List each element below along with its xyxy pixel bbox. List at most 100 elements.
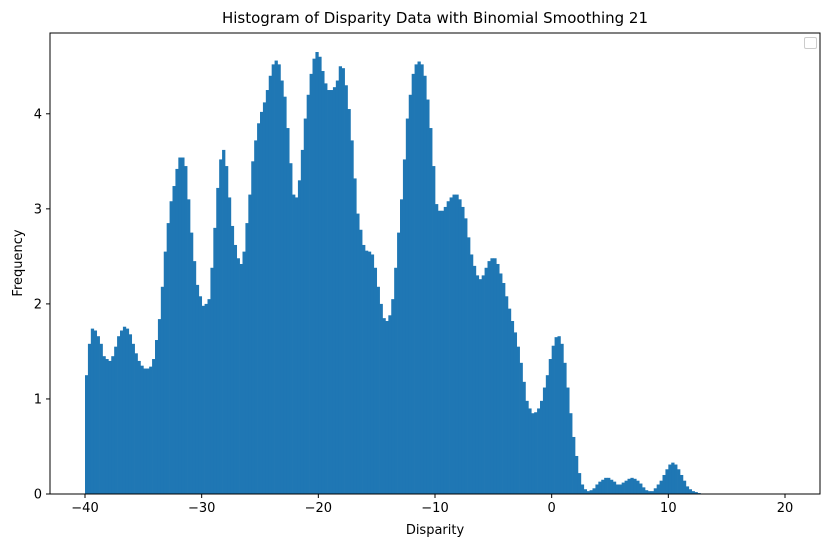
histogram-bar	[487, 261, 491, 494]
histogram-bar	[353, 178, 357, 494]
histogram-bar	[516, 346, 520, 494]
histogram-bar	[108, 360, 112, 494]
histogram-bar	[225, 166, 229, 494]
histogram-bar	[172, 186, 176, 494]
histogram-bar	[257, 123, 261, 495]
histogram-bar	[292, 194, 296, 494]
histogram-bar	[131, 343, 135, 494]
histogram-bar	[685, 486, 690, 494]
histogram-bar	[437, 210, 442, 494]
histogram-bar	[688, 489, 693, 494]
histogram-bar	[190, 232, 194, 495]
histogram-bar	[222, 149, 226, 494]
histogram-bar	[461, 206, 465, 494]
histogram-bar	[332, 87, 337, 495]
histogram-bar	[350, 140, 354, 494]
histogram-bar	[230, 225, 235, 494]
histogram-bar	[490, 258, 494, 494]
histogram-bar	[394, 267, 398, 494]
histogram-bar	[388, 315, 392, 494]
y-tick-label: 4	[34, 107, 42, 122]
histogram-bar	[645, 490, 649, 494]
histogram-bar	[251, 161, 255, 494]
histogram-bar	[96, 336, 100, 494]
histogram-bar	[274, 60, 278, 495]
histogram-bar	[335, 80, 340, 494]
histogram-bar	[187, 199, 191, 494]
y-tick-label: 2	[34, 297, 42, 312]
x-tick-label: −40	[71, 501, 98, 516]
histogram-bar	[85, 375, 89, 494]
histogram-bar	[507, 308, 512, 494]
histogram-bar	[505, 296, 509, 494]
histogram-bar	[324, 83, 328, 494]
histogram-bar	[560, 343, 564, 494]
histogram-bar	[306, 94, 310, 494]
histogram-bar	[545, 375, 550, 494]
histogram-bar	[475, 275, 480, 494]
histogram-bar	[540, 400, 544, 494]
histogram-bar	[300, 149, 305, 494]
histogram-bar	[271, 64, 275, 495]
histogram-bar	[227, 197, 232, 494]
x-axis-label: Disparity	[406, 523, 465, 538]
histogram-bar	[341, 68, 345, 495]
histogram-bar	[472, 265, 477, 494]
histogram-bar	[128, 334, 133, 494]
x-tick-label: −10	[421, 501, 448, 516]
histogram-bar	[169, 201, 173, 495]
histogram-bar	[347, 109, 351, 494]
histogram-bar	[309, 73, 313, 495]
histogram-bar	[598, 481, 602, 494]
histogram-bar	[481, 275, 485, 494]
x-tick-label: −30	[188, 501, 215, 516]
histogram-bar	[589, 490, 593, 494]
histogram-bar	[417, 61, 421, 495]
histogram-bar	[219, 159, 223, 495]
histogram-bar	[636, 480, 640, 494]
histogram-bar	[111, 356, 115, 494]
histogram-bar	[163, 251, 168, 494]
histogram-bar	[458, 199, 462, 494]
histogram-bar	[414, 64, 418, 495]
histogram-bar	[694, 492, 698, 494]
histogram-bar	[330, 90, 334, 494]
histogram-bar	[143, 368, 147, 494]
histogram-bar	[662, 474, 666, 494]
histogram-bar	[467, 237, 471, 495]
histogram-bar	[93, 330, 98, 494]
histogram-bar	[592, 488, 596, 494]
histogram-bar	[195, 284, 200, 494]
histogram-bar	[650, 491, 655, 494]
histogram-bar	[321, 71, 325, 495]
histogram-bar	[248, 194, 252, 494]
histogram-bar	[642, 487, 646, 494]
histogram-bar	[295, 197, 299, 494]
histogram-bar	[429, 128, 433, 495]
y-tick-label: 0	[34, 488, 42, 503]
histogram-bar	[493, 258, 497, 494]
y-tick-label: 1	[34, 392, 42, 407]
x-axis-ticks: −40 −30 −20 −10 0 10 20	[71, 494, 793, 516]
histogram-bar	[601, 479, 605, 494]
histogram-bar	[455, 194, 459, 494]
histogram-bar	[408, 94, 413, 494]
histogram-bar	[356, 213, 360, 494]
histogram-bar	[99, 343, 103, 494]
histogram-bar	[122, 326, 127, 494]
histogram-bar	[385, 321, 389, 494]
histogram-bar	[152, 359, 156, 494]
histogram-bar	[510, 321, 515, 494]
histogram-bar	[519, 362, 523, 494]
histogram-bar	[499, 273, 503, 494]
histogram-bar	[125, 328, 130, 494]
histogram-bar	[639, 483, 643, 494]
histogram-bar	[146, 368, 150, 494]
histogram-bar	[566, 387, 570, 494]
histogram-bar	[656, 484, 660, 494]
histogram-bar	[621, 482, 625, 494]
histogram-bar	[134, 353, 138, 494]
histogram-bar	[551, 345, 555, 494]
histogram-bar	[373, 267, 378, 494]
